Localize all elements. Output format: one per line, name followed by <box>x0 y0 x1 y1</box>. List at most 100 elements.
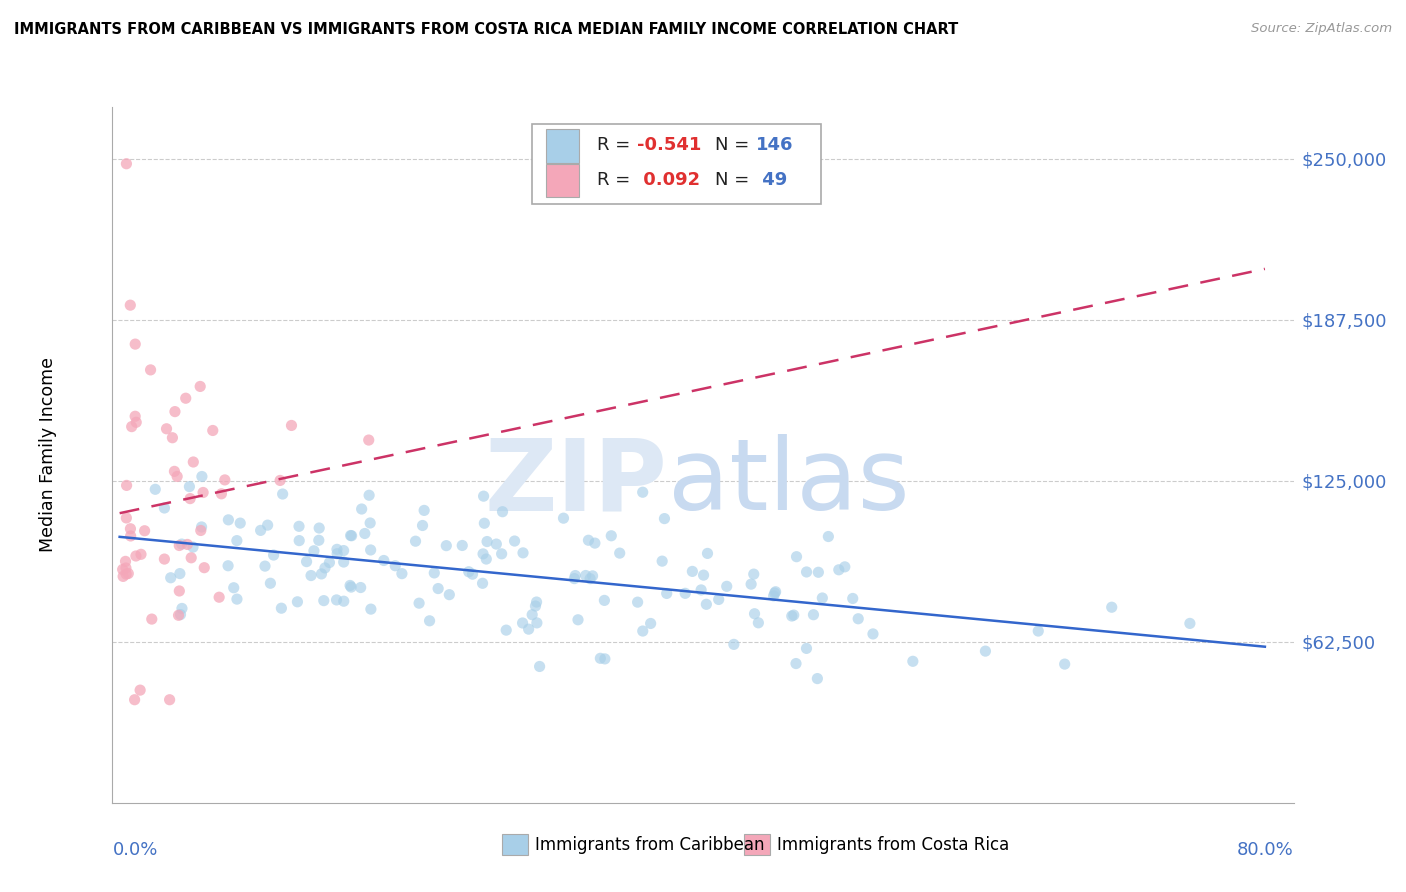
Point <box>263 548 285 562</box>
Point <box>339 528 361 542</box>
Point <box>120 298 142 312</box>
Point <box>742 567 765 582</box>
Point <box>339 578 361 592</box>
Text: 80.0%: 80.0% <box>1237 841 1294 859</box>
Point <box>269 474 291 488</box>
Point <box>517 622 540 636</box>
Point <box>222 581 245 595</box>
Text: Immigrants from Costa Rica: Immigrants from Costa Rica <box>778 836 1010 854</box>
Text: -0.541: -0.541 <box>637 136 702 154</box>
Point <box>139 363 162 377</box>
Point <box>626 595 648 609</box>
Point <box>174 391 197 405</box>
Text: Median Family Income: Median Family Income <box>38 358 56 552</box>
Point <box>353 526 375 541</box>
Point <box>181 455 204 469</box>
Point <box>841 591 863 606</box>
Point <box>472 489 495 503</box>
Point <box>655 586 678 600</box>
Point <box>193 560 215 574</box>
Point <box>179 480 201 494</box>
Point <box>696 546 718 560</box>
Point <box>155 422 177 436</box>
Point <box>332 594 354 608</box>
Point <box>288 519 311 533</box>
Point <box>744 607 766 621</box>
Text: IMMIGRANTS FROM CARIBBEAN VS IMMIGRANTS FROM COSTA RICA MEDIAN FAMILY INCOME COR: IMMIGRANTS FROM CARIBBEAN VS IMMIGRANTS … <box>14 22 959 37</box>
Point <box>723 637 745 651</box>
Point <box>491 505 513 519</box>
Text: Immigrants from Caribbean: Immigrants from Caribbean <box>536 836 765 854</box>
Point <box>169 566 191 581</box>
Text: Source: ZipAtlas.com: Source: ZipAtlas.com <box>1251 22 1392 36</box>
Point <box>485 537 508 551</box>
Point <box>413 503 436 517</box>
Point <box>163 404 186 418</box>
Point <box>529 659 551 673</box>
Point <box>631 624 654 638</box>
Point <box>208 591 231 605</box>
Point <box>578 533 600 548</box>
Point <box>115 478 138 492</box>
Point <box>170 537 193 551</box>
Point <box>308 533 330 548</box>
Point <box>763 586 786 600</box>
Point <box>115 157 138 171</box>
Point <box>159 571 181 585</box>
Point <box>308 521 330 535</box>
Point <box>188 379 211 393</box>
Point <box>707 592 730 607</box>
Point <box>259 576 281 591</box>
Point <box>423 566 446 580</box>
Point <box>121 419 143 434</box>
Point <box>762 589 785 603</box>
Point <box>654 511 676 525</box>
Point <box>373 553 395 567</box>
Point <box>765 584 787 599</box>
Point <box>169 584 191 599</box>
Point <box>271 487 294 501</box>
Point <box>785 657 807 671</box>
Point <box>434 539 457 553</box>
Point <box>153 552 176 566</box>
Point <box>350 502 373 516</box>
Text: 0.0%: 0.0% <box>112 841 157 859</box>
Point <box>359 516 381 530</box>
Point <box>828 563 851 577</box>
Point <box>191 485 214 500</box>
Point <box>302 543 325 558</box>
Point <box>332 543 354 558</box>
Text: R =: R = <box>596 171 636 189</box>
Point <box>472 547 495 561</box>
Point <box>419 614 441 628</box>
Point <box>180 550 202 565</box>
Point <box>503 534 526 549</box>
Point <box>475 552 498 566</box>
Point <box>457 565 479 579</box>
Point <box>214 473 236 487</box>
Point <box>314 561 336 575</box>
Point <box>803 607 825 622</box>
Point <box>512 546 534 560</box>
Point <box>1178 616 1201 631</box>
Point <box>526 595 548 609</box>
Point <box>974 644 997 658</box>
Point <box>609 546 631 560</box>
Text: ZIP: ZIP <box>485 434 668 532</box>
Point <box>491 547 513 561</box>
Point <box>125 549 148 563</box>
Point <box>640 616 662 631</box>
Point <box>129 547 152 561</box>
Point <box>125 415 148 429</box>
Point <box>384 558 406 573</box>
Point <box>181 540 204 554</box>
Point <box>115 511 138 525</box>
Point <box>391 566 413 581</box>
Point <box>412 518 434 533</box>
Point <box>311 566 333 581</box>
Point <box>512 615 534 630</box>
Point <box>1101 600 1123 615</box>
Point <box>600 529 623 543</box>
Text: N =: N = <box>714 136 755 154</box>
Point <box>695 597 717 611</box>
